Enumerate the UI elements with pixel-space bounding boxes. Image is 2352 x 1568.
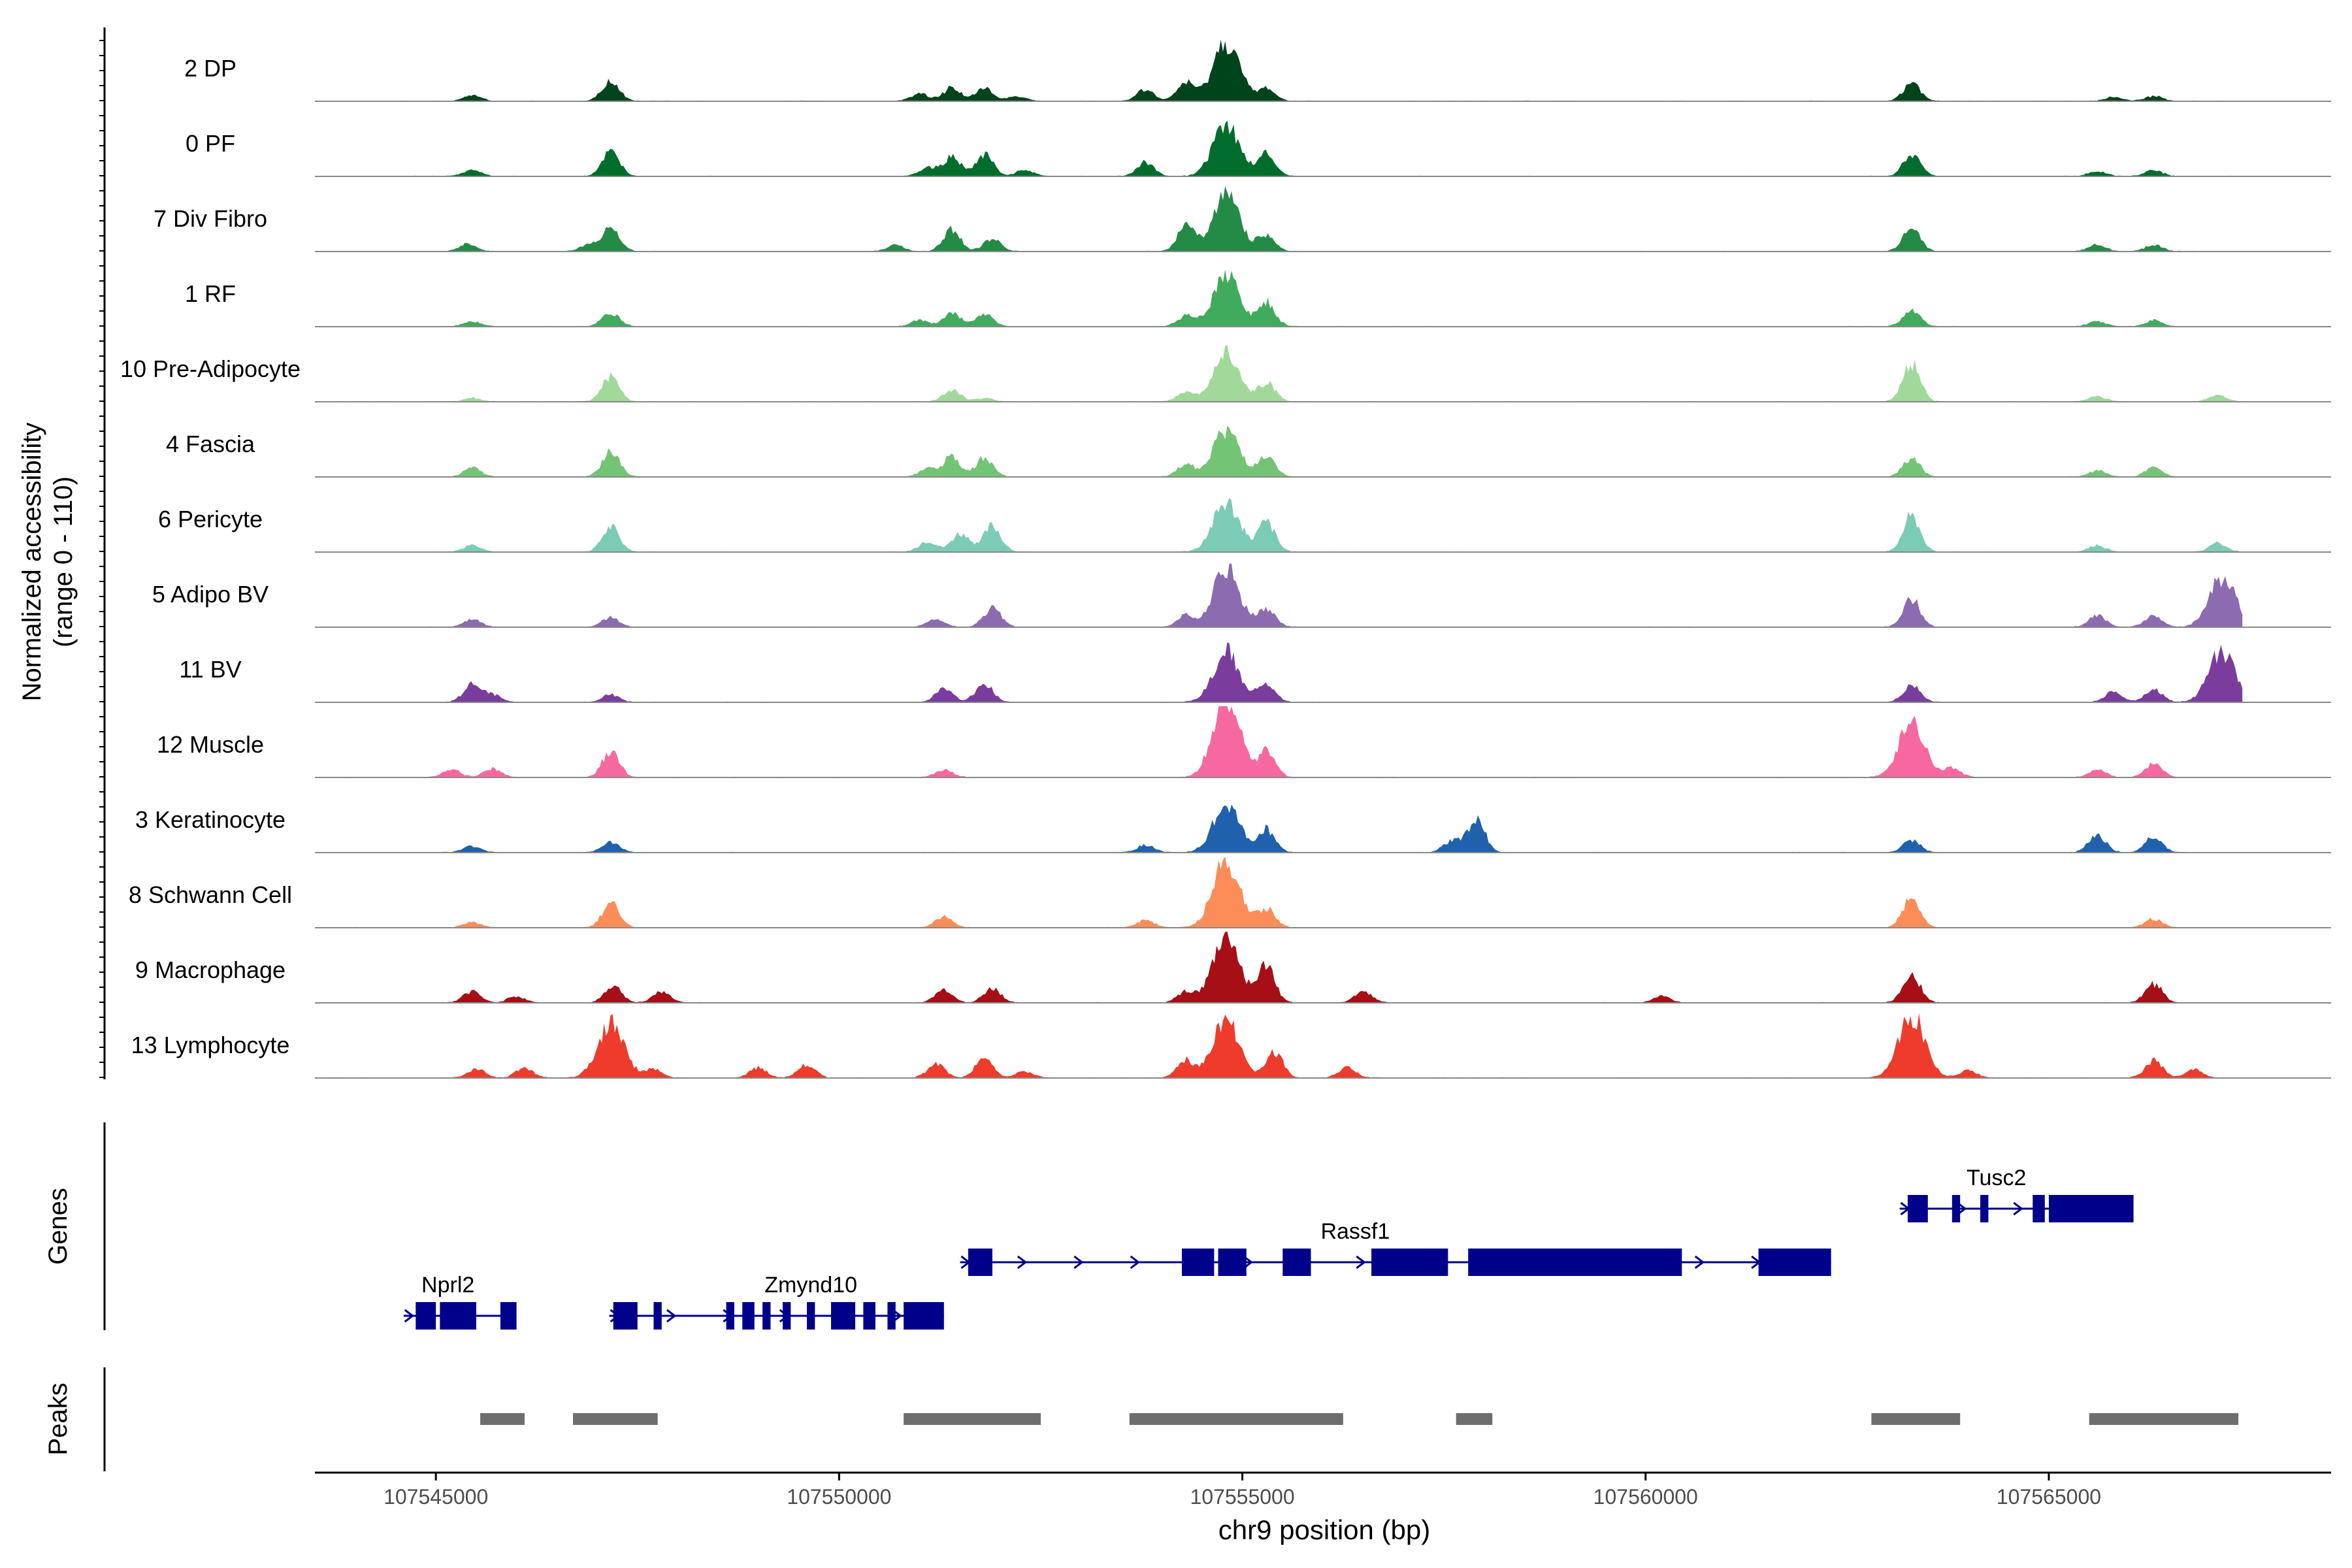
strand-arrow: [1694, 1255, 1705, 1269]
track-label: 8 Schwann Cell: [129, 881, 292, 908]
track-label: 2 DP: [184, 55, 237, 82]
exon-block: [440, 1302, 476, 1330]
exon-block: [500, 1302, 517, 1330]
track-label: 11 BV: [179, 656, 241, 683]
track-label: 5 Adipo BV: [152, 581, 269, 608]
x-tick-label: 107550000: [787, 1485, 891, 1509]
track-label: 10 Pre-Adipocyte: [120, 355, 301, 382]
y-axis-range-label: (range 0 - 110): [49, 476, 78, 647]
peak-region-track: [480, 1413, 2239, 1425]
peak-region-6: [2089, 1413, 2239, 1425]
track-label: 12 Muscle: [157, 731, 264, 758]
exon-block: [1371, 1249, 1448, 1276]
peak-region-0: [480, 1413, 525, 1425]
track-label: 0 PF: [186, 130, 235, 157]
strand-arrow: [1356, 1255, 1366, 1269]
x-axis: 107545000 107550000 107555000 107560000 1075…: [315, 1471, 2331, 1509]
exon-block: [1758, 1249, 1831, 1276]
track-label: 7 Div Fibro: [154, 205, 267, 232]
strand-arrow: [404, 1309, 415, 1323]
x-tick-label: 107560000: [1593, 1485, 1698, 1509]
accessibility-tracks: 2 DP 0 PF 7 Div Fibro 1 RF 10 Pre-Adipocyte 4…: [120, 39, 2331, 1079]
exon-block: [1282, 1249, 1311, 1276]
x-tick-label: 107565000: [1997, 1485, 2101, 1509]
exon-block: [887, 1302, 896, 1330]
strand-arrow: [666, 1309, 677, 1323]
gene-label: Tusc2: [1967, 1166, 2026, 1190]
x-tick-label: 107545000: [384, 1485, 488, 1509]
track-label: 4 Fascia: [166, 431, 255, 457]
track-label: 3 Keratinocyte: [135, 806, 286, 833]
track-label: 13 Lymphocyte: [131, 1032, 290, 1058]
peak-region-2: [904, 1413, 1041, 1425]
exon-block: [2033, 1195, 2045, 1222]
track-area-12: [315, 932, 2243, 1003]
tracks-y-axis: [99, 27, 106, 1079]
exon-block: [2048, 1195, 2134, 1222]
peak-region-4: [1456, 1413, 1493, 1425]
peak-region-1: [573, 1413, 658, 1425]
y-axis-title: Normalized accessibility: [18, 423, 46, 702]
x-tick-label: 107555000: [1190, 1485, 1294, 1509]
gene-label: Rassf1: [1320, 1219, 1390, 1244]
strand-arrow: [1073, 1255, 1084, 1269]
exon-block: [782, 1302, 791, 1330]
track-label: 1 RF: [185, 280, 236, 307]
exon-block: [416, 1302, 436, 1330]
exon-block: [1468, 1249, 1682, 1276]
exon-block: [968, 1249, 992, 1276]
peak-region-3: [1129, 1413, 1343, 1425]
peaks-panel-label: Peaks: [44, 1382, 73, 1455]
strand-arrow: [2013, 1201, 2023, 1216]
exon-block: [1980, 1195, 1989, 1222]
exon-block: [613, 1302, 638, 1330]
exon-block: [831, 1302, 856, 1330]
genes-panel-label: Genes: [44, 1188, 73, 1265]
strand-arrow: [1017, 1255, 1028, 1269]
gene-label: Nprl2: [421, 1273, 474, 1298]
exon-block: [863, 1302, 875, 1330]
exon-block: [742, 1302, 755, 1330]
gene-label: Zmynd10: [764, 1273, 857, 1298]
x-axis-title: chr9 position (bp): [1218, 1514, 1431, 1545]
exon-block: [762, 1302, 771, 1330]
exon-block: [653, 1302, 662, 1330]
track-area-6: [315, 497, 2243, 552]
track-area-13: [315, 1013, 2243, 1078]
exon-block: [726, 1302, 734, 1330]
exon-block: [1218, 1249, 1247, 1276]
peak-region-5: [1871, 1413, 1961, 1425]
track-label: 9 Macrophage: [135, 956, 286, 983]
exon-block: [806, 1302, 815, 1330]
track-label: 6 Pericyte: [158, 506, 263, 532]
exon-block: [1952, 1195, 1961, 1222]
gene-annotation-track: Nprl2 Zmynd10 Rassf1 Tusc2: [403, 1166, 2134, 1330]
strand-arrow: [1130, 1255, 1141, 1269]
exon-block: [1907, 1195, 1928, 1222]
exon-block: [904, 1302, 944, 1330]
exon-block: [1181, 1249, 1215, 1276]
